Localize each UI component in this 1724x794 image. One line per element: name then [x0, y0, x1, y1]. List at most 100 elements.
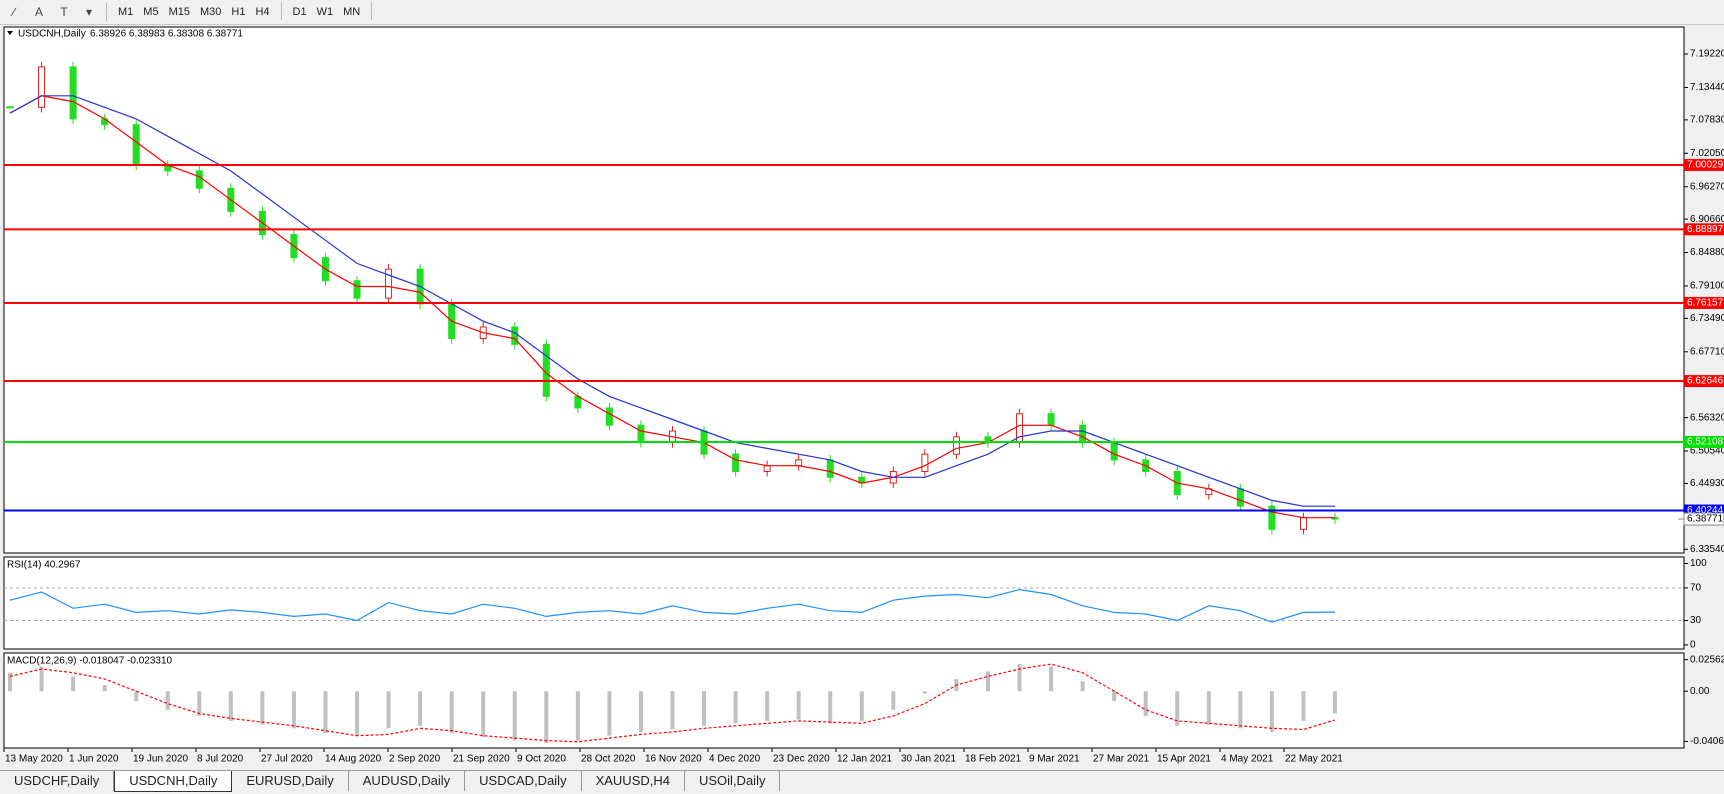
macd-bar [165, 691, 170, 710]
tool-icon[interactable]: ∕ [12, 5, 15, 19]
candle [1268, 505, 1276, 530]
symbol-tab[interactable]: USDCAD,Daily [465, 771, 582, 791]
macd-bar [670, 691, 675, 730]
timeframe-button[interactable]: M1 [118, 6, 134, 18]
level-label-bg [1684, 375, 1724, 388]
candle [1047, 413, 1055, 426]
symbol-tab[interactable]: AUDUSD,Daily [349, 771, 466, 791]
timeframe-button[interactable]: H1 [231, 6, 246, 18]
timeframe-button[interactable]: M30 [199, 6, 222, 18]
x-tick-label: 19 Jun 2020 [133, 754, 188, 765]
last-price-label: 6.38771 [1687, 514, 1724, 525]
y-tick-label: 7.07830 [1690, 115, 1724, 126]
macd-title: MACD(12,26,9) -0.018047 -0.023310 [7, 656, 173, 667]
level-label-bg [1684, 504, 1724, 517]
y-tick-label: 7.19220 [1690, 49, 1724, 60]
level-label: 6.52108 [1687, 437, 1724, 448]
candle [732, 453, 740, 472]
separator [106, 3, 107, 21]
macd-bar [1143, 691, 1148, 716]
chart: 7.19220 7.13440 7.07830 7.02050 6.96270 6.906… [3, 26, 1724, 765]
candle [38, 66, 46, 108]
symbol-tab[interactable]: EURUSD,Daily [232, 771, 349, 791]
timeframe-button[interactable]: MN [343, 6, 361, 18]
rsi-line [9, 588, 1336, 623]
x-tick-label: 14 Aug 2020 [325, 754, 382, 765]
candle [132, 124, 140, 166]
x-tick-label: 4 Dec 2020 [709, 754, 761, 765]
y-tick-label: 0.025623 [1690, 654, 1724, 665]
level-label: 7.00029 [1687, 160, 1724, 171]
candle [921, 453, 929, 472]
symbol-tab[interactable]: USDCHF,Daily [0, 771, 115, 791]
macd-bar [197, 691, 202, 716]
x-tick-label: 30 Jan 2021 [901, 754, 956, 765]
candle [952, 436, 960, 455]
candle [826, 459, 834, 478]
y-tick-label: 70 [1690, 583, 1702, 594]
level-label-bg [1684, 223, 1724, 236]
timeframe-button[interactable]: M15 [168, 6, 190, 18]
rsi-title: RSI(14) 40.2967 [7, 560, 81, 571]
y-tick-label: 0 [1690, 640, 1696, 651]
macd-bar [544, 691, 549, 744]
x-tick-label: 23 Dec 2020 [773, 754, 830, 765]
y-tick-label: 6.56320 [1690, 412, 1724, 423]
moving-average [9, 95, 1335, 519]
symbol-tab[interactable]: USOil,Daily [685, 771, 781, 791]
y-tick-label: 6.79100 [1690, 281, 1724, 292]
x-tick-label: 28 Oct 2020 [581, 754, 636, 765]
candle [69, 66, 77, 120]
menu-arrow [7, 31, 13, 35]
timeframe-button[interactable]: W1 [316, 6, 334, 18]
x-tick-label: 16 Nov 2020 [645, 754, 702, 765]
candle [605, 407, 613, 426]
macd-bar [386, 691, 391, 729]
x-tick-label: 27 Jul 2020 [261, 754, 313, 765]
symbol-tab[interactable]: XAUUSD,H4 [582, 771, 685, 791]
x-tick-label: 9 Mar 2021 [1029, 754, 1080, 765]
y-tick-label: 7.02050 [1690, 148, 1724, 159]
macd-bar [575, 691, 580, 741]
macd-bar [260, 691, 265, 725]
level-label-bg [1684, 296, 1724, 309]
timeframe-button[interactable]: D1 [292, 6, 307, 18]
macd-bar [1049, 666, 1054, 692]
macd-bar [638, 691, 643, 732]
macd-bar [1206, 691, 1211, 725]
tool-icon[interactable]: ▾ [85, 5, 93, 19]
level-label: 6.40244 [1687, 505, 1724, 516]
x-tick-label: 2 Sep 2020 [389, 754, 441, 765]
candle [795, 459, 803, 467]
candle [385, 268, 393, 299]
level-label: 6.62646 [1687, 376, 1724, 387]
y-tick-label: 7.13440 [1690, 82, 1724, 93]
x-tick-label: 18 Feb 2021 [965, 754, 1022, 765]
y-tick-label: 6.84880 [1690, 247, 1724, 258]
y-tick-label: 6.90660 [1690, 214, 1724, 225]
macd-bar [418, 691, 423, 726]
macd-bar [1238, 691, 1243, 729]
y-tick-label: 0.00 [1690, 686, 1710, 697]
tool-icon[interactable]: A [34, 5, 43, 19]
x-tick-label: 27 Mar 2021 [1093, 754, 1150, 765]
symbol-tab[interactable]: USDCNH,Daily [114, 771, 233, 792]
timeframe-button[interactable]: M5 [143, 6, 159, 18]
tool-icon[interactable]: T [60, 5, 68, 19]
macd-bar [733, 691, 738, 724]
level-label: 6.88897 [1687, 224, 1724, 235]
macd-bar [1175, 691, 1180, 726]
macd-bar [1080, 681, 1085, 692]
y-tick-label: 30 [1690, 615, 1702, 626]
y-tick-label: 6.67710 [1690, 346, 1724, 357]
timeframe-button[interactable]: H4 [255, 6, 270, 18]
timeframe-group: M1 M5 M15 M30 H1 H4 D1 W1 MN [113, 2, 378, 22]
macd-bar [355, 691, 360, 736]
y-tick-label: 6.44930 [1690, 478, 1724, 489]
macd-bar [765, 691, 770, 721]
pane [3, 556, 1685, 650]
macd-bar [1301, 691, 1306, 721]
macd-signal [9, 663, 1336, 743]
candle [1110, 442, 1118, 461]
